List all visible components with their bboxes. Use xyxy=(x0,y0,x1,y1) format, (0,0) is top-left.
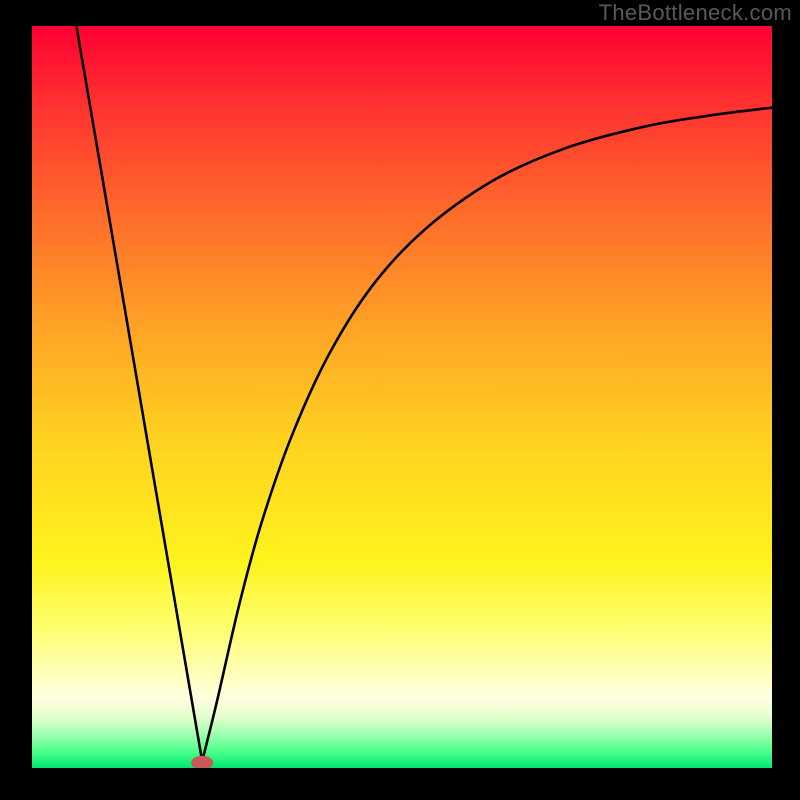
chart-svg xyxy=(32,26,772,768)
gradient-background xyxy=(32,26,772,768)
chart-container: TheBottleneck.com xyxy=(0,0,800,800)
watermark: TheBottleneck.com xyxy=(599,0,792,26)
plot-area xyxy=(32,26,772,768)
